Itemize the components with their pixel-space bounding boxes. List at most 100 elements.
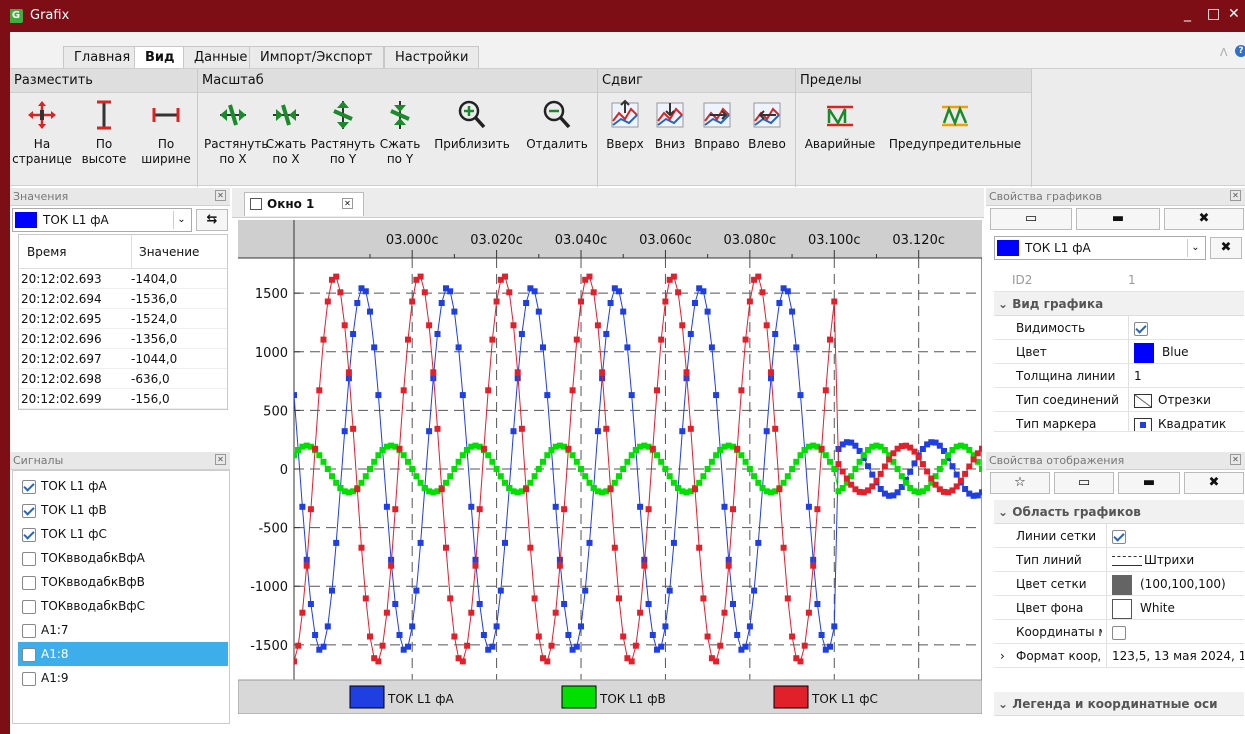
prop-row[interactable]: › Формат коорд 123,5, 13 мая 2024, 1 <box>994 644 1244 668</box>
shift-down-button[interactable]: Вниз <box>648 99 692 152</box>
grid-checkbox[interactable] <box>1112 529 1126 544</box>
signal-checkbox[interactable] <box>22 623 36 638</box>
prop-row[interactable]: Цвет Blue <box>994 340 1244 364</box>
chart-canvas[interactable]: 03.000с 03.020с 03.040с 03.060с 03.080с 03.10… <box>238 220 982 714</box>
series-marker <box>670 273 677 280</box>
section-plot-area[interactable]: ⌄ Область графиков <box>994 500 1244 524</box>
compress-y-button[interactable]: Сжать по Y <box>376 99 424 167</box>
prop-row[interactable]: Видимость <box>994 316 1244 340</box>
minimize-button[interactable]: _ <box>1184 6 1191 22</box>
delete-button[interactable]: ✖ <box>1164 208 1244 230</box>
stretch-y-button[interactable]: Растянуть по Y <box>310 99 376 167</box>
open-folder-button[interactable]: ▭ <box>1054 472 1114 494</box>
fit-height-button[interactable]: По высоте <box>74 99 134 167</box>
alarm-limits-button[interactable]: Аварийные <box>798 99 882 152</box>
coords-checkbox[interactable] <box>1112 625 1126 640</box>
close-tab-icon[interactable]: ✕ <box>342 198 353 209</box>
signal-item[interactable]: А1:8 <box>18 642 228 666</box>
prop-row[interactable]: Цвет фона White <box>994 596 1244 620</box>
warning-limits-button[interactable]: Предупредительные <box>882 99 1028 152</box>
signal-checkbox[interactable] <box>22 575 36 590</box>
visibility-checkbox[interactable] <box>1134 321 1148 336</box>
series-marker <box>527 544 534 551</box>
signal-item[interactable]: ТОК L1 фВ <box>18 498 228 522</box>
values-signal-select[interactable]: ТОК L1 фА ⌄ <box>12 208 192 232</box>
table-row[interactable]: 20:12:02.696 -1356,0 <box>19 329 227 349</box>
series-marker <box>979 445 982 452</box>
compress-x-button[interactable]: Сжать по X <box>262 99 310 167</box>
table-row[interactable]: 20:12:02.699 -156,0 <box>19 389 227 409</box>
series-marker <box>683 489 690 496</box>
series-marker <box>409 623 416 630</box>
shift-right-button[interactable]: Вправо <box>692 99 742 152</box>
favorite-button[interactable]: ☆ <box>990 472 1050 494</box>
tab-settings[interactable]: Настройки <box>384 46 480 68</box>
signal-item[interactable]: ТОК L1 фС <box>18 522 228 546</box>
group-title: Масштаб <box>198 69 597 93</box>
stretch-x-button[interactable]: Растянуть по X <box>204 99 268 167</box>
fit-width-button[interactable]: По ширине <box>136 99 196 167</box>
tab-import-export[interactable]: Импорт/Экспорт <box>249 46 384 68</box>
table-row[interactable]: 20:12:02.693 -1404,0 <box>19 269 227 289</box>
save-button[interactable]: ▬ <box>1118 472 1180 494</box>
series-marker <box>907 468 914 475</box>
close-button[interactable]: ✕ <box>1228 6 1240 22</box>
save-button[interactable]: ▬ <box>1076 208 1160 230</box>
zoom-in-button[interactable]: Приблизить <box>426 99 518 152</box>
prop-row[interactable]: Линии сетки <box>994 524 1244 548</box>
fit-page-button[interactable]: На странице <box>12 99 72 167</box>
plot-signal-select[interactable]: ТОК L1 фА ⌄ <box>994 236 1206 260</box>
close-panel-button[interactable]: ✕ <box>1230 454 1241 465</box>
swap-button[interactable]: ⇆ <box>196 209 228 231</box>
series-marker <box>350 425 357 432</box>
prop-row[interactable]: Тип соединений Отрезки <box>994 388 1244 412</box>
signal-item[interactable]: ТОКвводабкВфС <box>18 594 228 618</box>
table-row[interactable]: 20:12:02.697 -1044,0 <box>19 349 227 369</box>
signal-checkbox[interactable] <box>22 503 36 518</box>
signal-item[interactable]: ТОКвводабкВфА <box>18 546 228 570</box>
value-cell: -156,0 <box>131 392 170 406</box>
prop-row[interactable]: Тип маркера Квадратик <box>994 412 1244 432</box>
table-row[interactable]: 20:12:02.694 -1536,0 <box>19 289 227 309</box>
signal-checkbox[interactable] <box>22 527 36 542</box>
prop-row[interactable]: Толщина линии 1 <box>994 364 1244 388</box>
section-legend-axes[interactable]: ⌄ Легенда и координатные оси <box>994 692 1244 716</box>
prop-row[interactable]: Координаты м <box>994 620 1244 644</box>
series-marker <box>388 442 395 449</box>
signal-checkbox[interactable] <box>22 599 36 614</box>
shift-up-button[interactable]: Вверх <box>602 99 648 152</box>
signal-checkbox[interactable] <box>22 671 36 686</box>
signal-item[interactable]: ТОКвводабкВфВ <box>18 570 228 594</box>
chevron-down-icon[interactable]: ⌄ <box>1187 239 1203 257</box>
maximize-button[interactable]: □ <box>1207 6 1221 22</box>
group-title: Сдвиг <box>598 69 795 93</box>
shift-left-button[interactable]: Влево <box>742 99 792 152</box>
signal-item[interactable]: А1:7 <box>18 618 228 642</box>
remove-plot-button[interactable]: ✖ <box>1210 237 1242 259</box>
close-panel-button[interactable]: ✕ <box>215 190 226 201</box>
signal-checkbox[interactable] <box>22 551 36 566</box>
help-icon[interactable]: ? <box>1235 45 1245 57</box>
signal-item[interactable]: А1:9 <box>18 666 228 690</box>
series-marker <box>924 485 931 491</box>
signal-item[interactable]: ТОК L1 фА <box>18 474 228 498</box>
close-panel-button[interactable]: ✕ <box>1230 190 1241 201</box>
prop-row[interactable]: Цвет сетки (100,100,100) <box>994 572 1244 596</box>
chevron-down-icon[interactable]: ⌄ <box>173 211 189 229</box>
prop-row[interactable]: Тип линий Штрихи <box>994 548 1244 572</box>
delete-button[interactable]: ✖ <box>1184 472 1244 494</box>
zoom-out-button[interactable]: Отдалить <box>520 99 594 152</box>
section-plot-view[interactable]: ⌄ Вид графика <box>994 292 1244 316</box>
ribbon-group-shift: Сдвиг Вверх Вниз Вправо Влево <box>598 69 796 187</box>
open-folder-button[interactable]: ▭ <box>990 208 1072 230</box>
signal-checkbox[interactable] <box>22 647 36 662</box>
tab-main[interactable]: Главная <box>63 46 142 68</box>
close-panel-button[interactable]: ✕ <box>215 454 226 465</box>
table-row[interactable]: 20:12:02.698 -636,0 <box>19 369 227 389</box>
tab-window-1[interactable]: Окно 1 ✕ <box>244 192 364 216</box>
signal-checkbox[interactable] <box>22 479 36 494</box>
collapse-ribbon-icon[interactable]: ᐱ <box>1220 46 1228 59</box>
table-row[interactable]: 20:12:02.695 -1524,0 <box>19 309 227 329</box>
tab-data[interactable]: Данные <box>183 46 259 68</box>
tab-view[interactable]: Вид <box>134 46 186 68</box>
